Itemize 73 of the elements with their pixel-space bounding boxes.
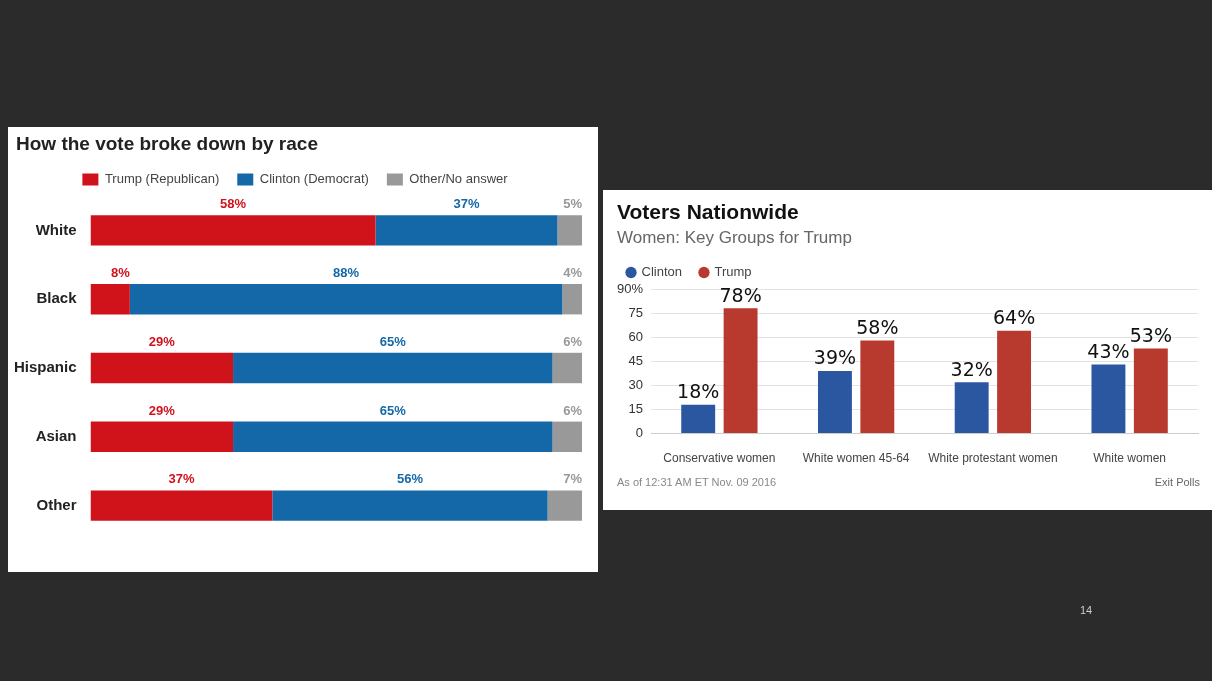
bar bbox=[860, 340, 895, 434]
bar bbox=[129, 284, 563, 315]
data-label: 88% bbox=[333, 265, 360, 281]
data-label: 4% bbox=[563, 265, 583, 281]
legend-label: Trump bbox=[714, 264, 752, 280]
data-label: 8% bbox=[111, 265, 131, 281]
x-tick-label: White protestant women bbox=[928, 451, 1058, 466]
data-label: 6% bbox=[563, 333, 583, 349]
data-label: 29% bbox=[148, 333, 176, 349]
data-label: 65% bbox=[379, 402, 407, 418]
bar bbox=[557, 215, 582, 246]
bar bbox=[547, 490, 582, 521]
x-tick-label: White women 45-64 bbox=[802, 451, 910, 466]
bar bbox=[681, 404, 716, 434]
y-tick-label: 15 bbox=[628, 401, 644, 417]
data-label: 53% bbox=[1129, 323, 1172, 346]
bar bbox=[90, 421, 234, 453]
chart-title: How the vote broke down by race bbox=[16, 133, 319, 155]
bar bbox=[997, 330, 1032, 434]
data-label: 43% bbox=[1087, 339, 1130, 362]
bar bbox=[817, 370, 852, 434]
legend-label: Trump (Republican) bbox=[104, 171, 220, 187]
bar bbox=[90, 490, 273, 521]
data-label: 7% bbox=[563, 471, 583, 487]
chart-subtitle: Women: Key Groups for Trump bbox=[617, 228, 853, 248]
data-label: 64% bbox=[992, 306, 1036, 329]
data-label: 29% bbox=[148, 402, 176, 418]
legend-label: Clinton bbox=[641, 264, 682, 280]
data-label: 6% bbox=[563, 402, 583, 418]
bar bbox=[552, 352, 582, 384]
y-tick-label: 0 bbox=[635, 425, 644, 441]
bar bbox=[1091, 364, 1126, 434]
y-tick-label: Black bbox=[36, 289, 78, 307]
text: 14 bbox=[1080, 604, 1093, 616]
data-label: 58% bbox=[856, 315, 899, 338]
y-tick-label: 90% bbox=[616, 280, 644, 296]
y-tick-label: Asian bbox=[35, 426, 77, 444]
bar bbox=[562, 284, 582, 315]
bar bbox=[1133, 348, 1168, 434]
data-label: 39% bbox=[813, 346, 857, 369]
data-label: 58% bbox=[220, 196, 247, 212]
data-label: 18% bbox=[677, 380, 720, 403]
bar bbox=[272, 490, 548, 521]
data-label: 65% bbox=[379, 333, 407, 349]
bar bbox=[233, 421, 553, 453]
data-label: 37% bbox=[453, 196, 480, 212]
y-tick-label: Other bbox=[36, 495, 77, 513]
bar bbox=[552, 421, 582, 453]
data-label: 32% bbox=[950, 357, 993, 380]
y-tick-label: 75 bbox=[628, 304, 644, 320]
y-tick-label: Hispanic bbox=[13, 358, 77, 376]
x-tick-label: Conservative women bbox=[663, 451, 776, 466]
bar bbox=[90, 215, 376, 246]
chart-title: Voters Nationwide bbox=[617, 200, 800, 224]
text: Exit Polls bbox=[1154, 476, 1200, 488]
y-tick-label: 30 bbox=[628, 376, 644, 392]
y-tick-label: 60 bbox=[628, 328, 644, 344]
x-tick-label: White women bbox=[1093, 451, 1166, 466]
bar bbox=[375, 215, 558, 246]
bar bbox=[954, 382, 989, 434]
bar bbox=[723, 308, 758, 434]
y-tick-label: White bbox=[35, 220, 77, 238]
data-label: 5% bbox=[563, 196, 583, 212]
bar bbox=[233, 352, 553, 384]
y-tick-label: 45 bbox=[628, 352, 644, 368]
legend-label: Clinton (Democrat) bbox=[259, 171, 369, 187]
data-label: 37% bbox=[168, 471, 195, 487]
bar bbox=[90, 352, 234, 384]
text: As of 12:31 AM ET Nov. 09 2016 bbox=[617, 476, 777, 488]
data-label: 56% bbox=[396, 471, 424, 487]
bar bbox=[90, 284, 130, 315]
data-label: 78% bbox=[719, 283, 762, 306]
legend-label: Other/No answer bbox=[409, 171, 509, 187]
